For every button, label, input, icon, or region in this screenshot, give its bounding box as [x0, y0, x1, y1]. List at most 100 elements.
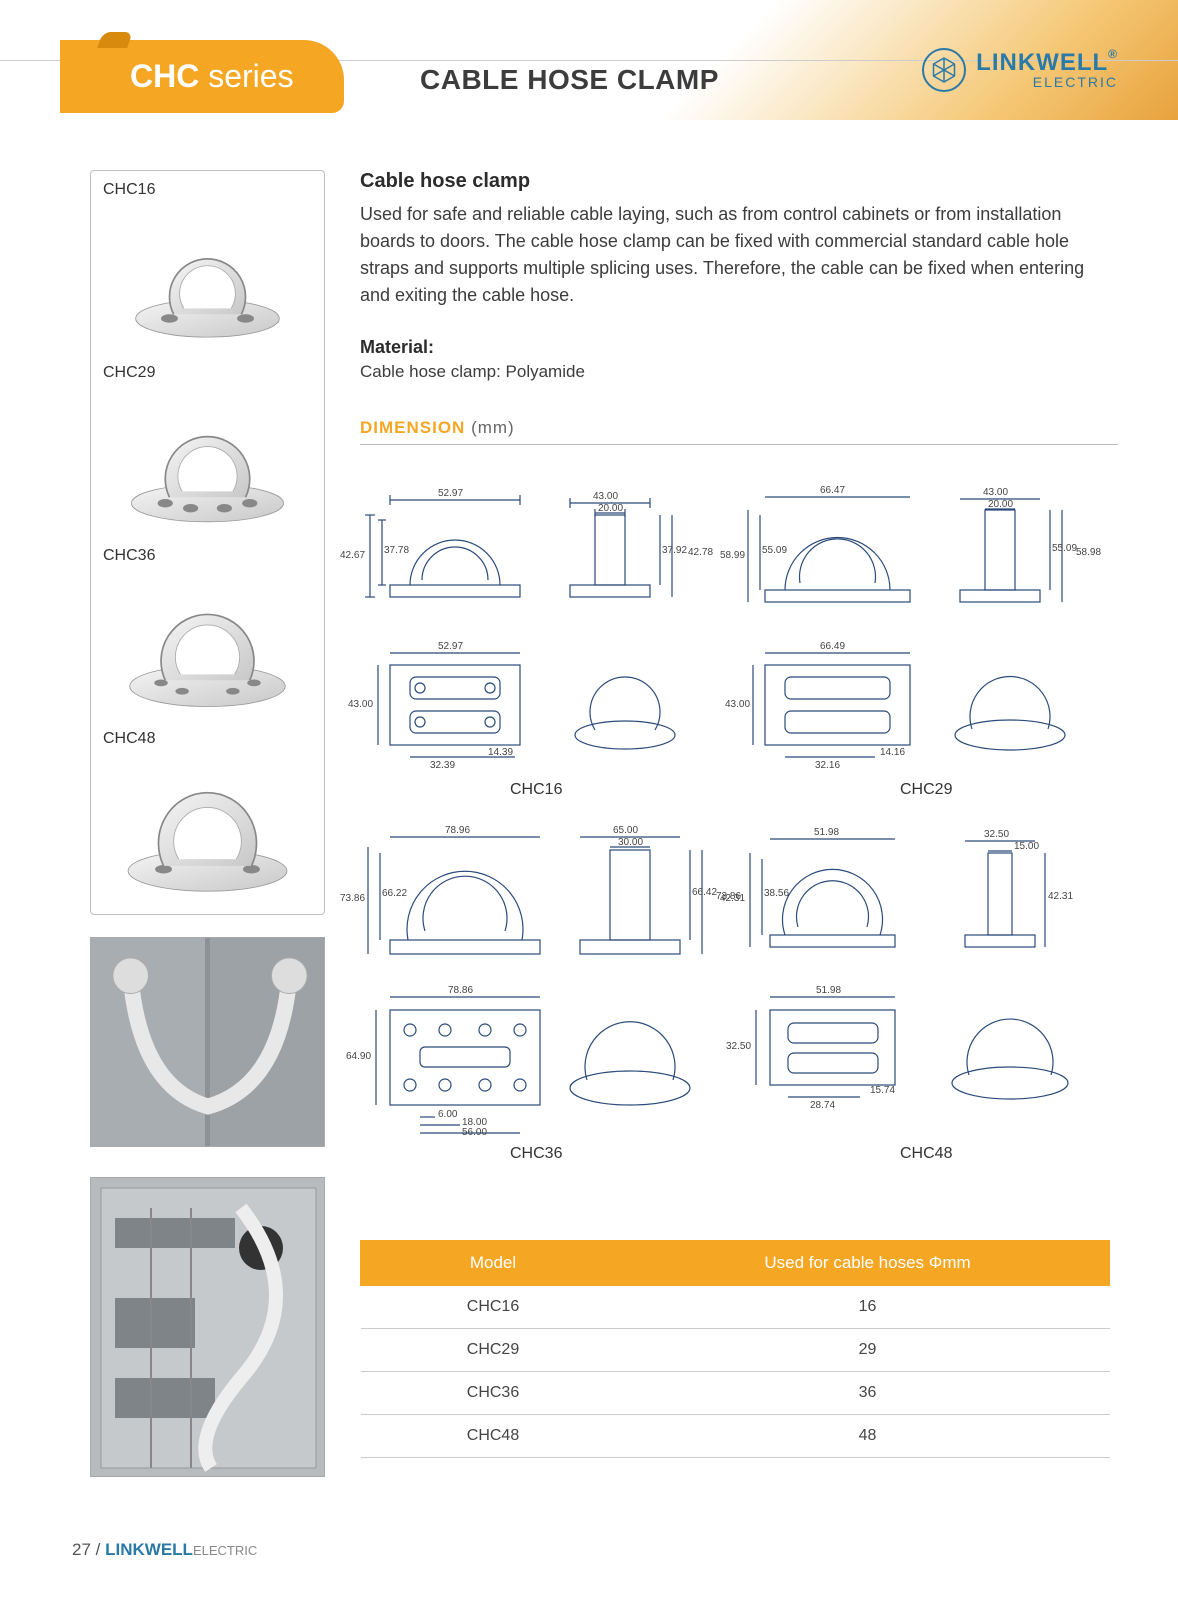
application-photo-1	[90, 937, 325, 1147]
dim-val: 52.97	[438, 641, 463, 652]
dim-val: 58.99	[720, 550, 745, 561]
dim-val: 15.00	[1014, 841, 1039, 852]
product-label: CHC29	[103, 364, 312, 382]
product-row: CHC48	[103, 730, 312, 913]
footer-brand: LINKWELL	[105, 1540, 193, 1559]
brand-logo: LINKWELL® ELECTRIC	[922, 48, 1118, 92]
dim-val: 20.00	[988, 499, 1013, 510]
table-header: Model	[361, 1241, 626, 1286]
dim-val: 37.78	[384, 545, 409, 556]
product-label: CHC48	[103, 730, 312, 748]
dim-drawing-chc48	[740, 825, 1100, 1135]
footer-sep: /	[96, 1540, 101, 1559]
table-cell: CHC16	[361, 1286, 626, 1329]
product-lineup-box: CHC16	[90, 170, 325, 915]
right-column: Cable hose clamp Used for safe and relia…	[360, 170, 1118, 1195]
table-cell: 48	[626, 1415, 1110, 1458]
table-row: CHC29 29	[361, 1329, 1110, 1372]
dim-label: CHC48	[900, 1145, 952, 1163]
dim-val: 55.09	[762, 545, 787, 556]
dim-val: 52.97	[438, 488, 463, 499]
dim-val: 32.50	[726, 1041, 751, 1052]
table-row: CHC16 16	[361, 1286, 1110, 1329]
dim-label: CHC29	[900, 781, 952, 799]
product-render-chc48	[123, 750, 292, 909]
logo-mark-icon	[922, 48, 966, 92]
dim-drawing-chc36	[360, 825, 720, 1135]
footer-brand2: ELECTRIC	[193, 1543, 257, 1558]
dim-drawing-chc29	[740, 485, 1100, 775]
product-row: CHC36	[103, 547, 312, 730]
table-row: CHC36 36	[361, 1372, 1110, 1415]
product-row: CHC16	[103, 181, 312, 364]
dim-val: 78.96	[445, 825, 470, 836]
dim-word: DIMENSION	[360, 418, 465, 437]
product-label: CHC16	[103, 181, 312, 199]
table-header: Used for cable hoses Φmm	[626, 1241, 1110, 1286]
page-title: CABLE HOSE CLAMP	[420, 64, 719, 96]
dim-group-chc16: 52.97 42.67 37.78 43.00 20.00 37.92 42.7…	[360, 485, 720, 775]
dim-val: 20.00	[598, 503, 623, 514]
series-tab: CHC series	[60, 40, 344, 113]
dim-val: 42.67	[340, 550, 365, 561]
application-photo-2	[90, 1177, 325, 1477]
dim-val: 32.39	[430, 760, 455, 771]
dimension-heading: DIMENSION (mm)	[360, 418, 515, 438]
dim-val: 28.74	[810, 1100, 835, 1111]
dim-label: CHC16	[510, 781, 562, 799]
dim-val: 66.49	[820, 641, 845, 652]
material-heading: Material:	[360, 337, 1118, 358]
table-row: CHC48 48	[361, 1415, 1110, 1458]
dim-val: 38.56	[764, 888, 789, 899]
dim-val: 51.98	[814, 827, 839, 838]
dim-group-chc29: 66.47 58.99 55.09 43.00 20.00 55.09 58.9…	[740, 485, 1100, 775]
dim-label: CHC36	[510, 1145, 562, 1163]
dim-val: 6.00	[438, 1109, 457, 1120]
dim-val: 43.00	[348, 699, 373, 710]
intro-body: Used for safe and reliable cable laying,…	[360, 201, 1118, 309]
series-word: series	[208, 58, 293, 94]
dim-val: 58.98	[1076, 547, 1101, 558]
dimensions-area: 52.97 42.67 37.78 43.00 20.00 37.92 42.7…	[360, 455, 1118, 1195]
dim-val: 32.50	[984, 829, 1009, 840]
product-render-chc16	[123, 201, 292, 360]
dim-val: 66.47	[820, 485, 845, 496]
table-cell: CHC29	[361, 1329, 626, 1372]
dim-val: 51.98	[816, 985, 841, 996]
dim-val: 15.74	[870, 1085, 895, 1096]
dim-val: 42.78	[688, 547, 713, 558]
series-prefix: CHC	[130, 58, 199, 94]
dim-val: 56.00	[462, 1127, 487, 1138]
table-cell: CHC36	[361, 1372, 626, 1415]
dim-val: 43.00	[983, 487, 1008, 498]
dim-val: 14.39	[488, 747, 513, 758]
left-column: CHC16	[90, 170, 325, 1477]
material-text: Cable hose clamp: Polyamide	[360, 362, 1118, 382]
dim-val: 65.00	[613, 825, 638, 836]
dim-val: 55.09	[1052, 543, 1077, 554]
dim-val: 78.86	[448, 985, 473, 996]
dim-val: 14.16	[880, 747, 905, 758]
product-row: CHC29	[103, 364, 312, 547]
dim-val: 43.00	[725, 699, 750, 710]
dim-unit: (mm)	[471, 418, 515, 437]
spec-table: Model Used for cable hoses Φmm CHC16 16 …	[360, 1240, 1110, 1458]
dimension-rule	[360, 444, 1118, 445]
product-render-chc36	[123, 567, 292, 726]
dim-drawing-chc16	[360, 485, 720, 775]
dim-val: 32.16	[815, 760, 840, 771]
table-cell: CHC48	[361, 1415, 626, 1458]
footer: 27 / LINKWELLELECTRIC	[72, 1540, 257, 1560]
dim-group-chc48: 51.98 42.31 38.56 32.50 15.00 42.31 51.9…	[740, 825, 1100, 1135]
intro-heading: Cable hose clamp	[360, 170, 1118, 193]
page-number: 27	[72, 1540, 91, 1559]
table-cell: 36	[626, 1372, 1110, 1415]
brand-line1: LINKWELL	[976, 49, 1108, 76]
table-cell: 16	[626, 1286, 1110, 1329]
dim-val: 43.00	[593, 491, 618, 502]
dim-val: 66.42	[692, 887, 717, 898]
brand-line2: ELECTRIC	[976, 75, 1118, 89]
dim-val: 66.22	[382, 888, 407, 899]
dim-val: 37.92	[662, 545, 687, 556]
logo-text: LINKWELL® ELECTRIC	[976, 51, 1118, 89]
